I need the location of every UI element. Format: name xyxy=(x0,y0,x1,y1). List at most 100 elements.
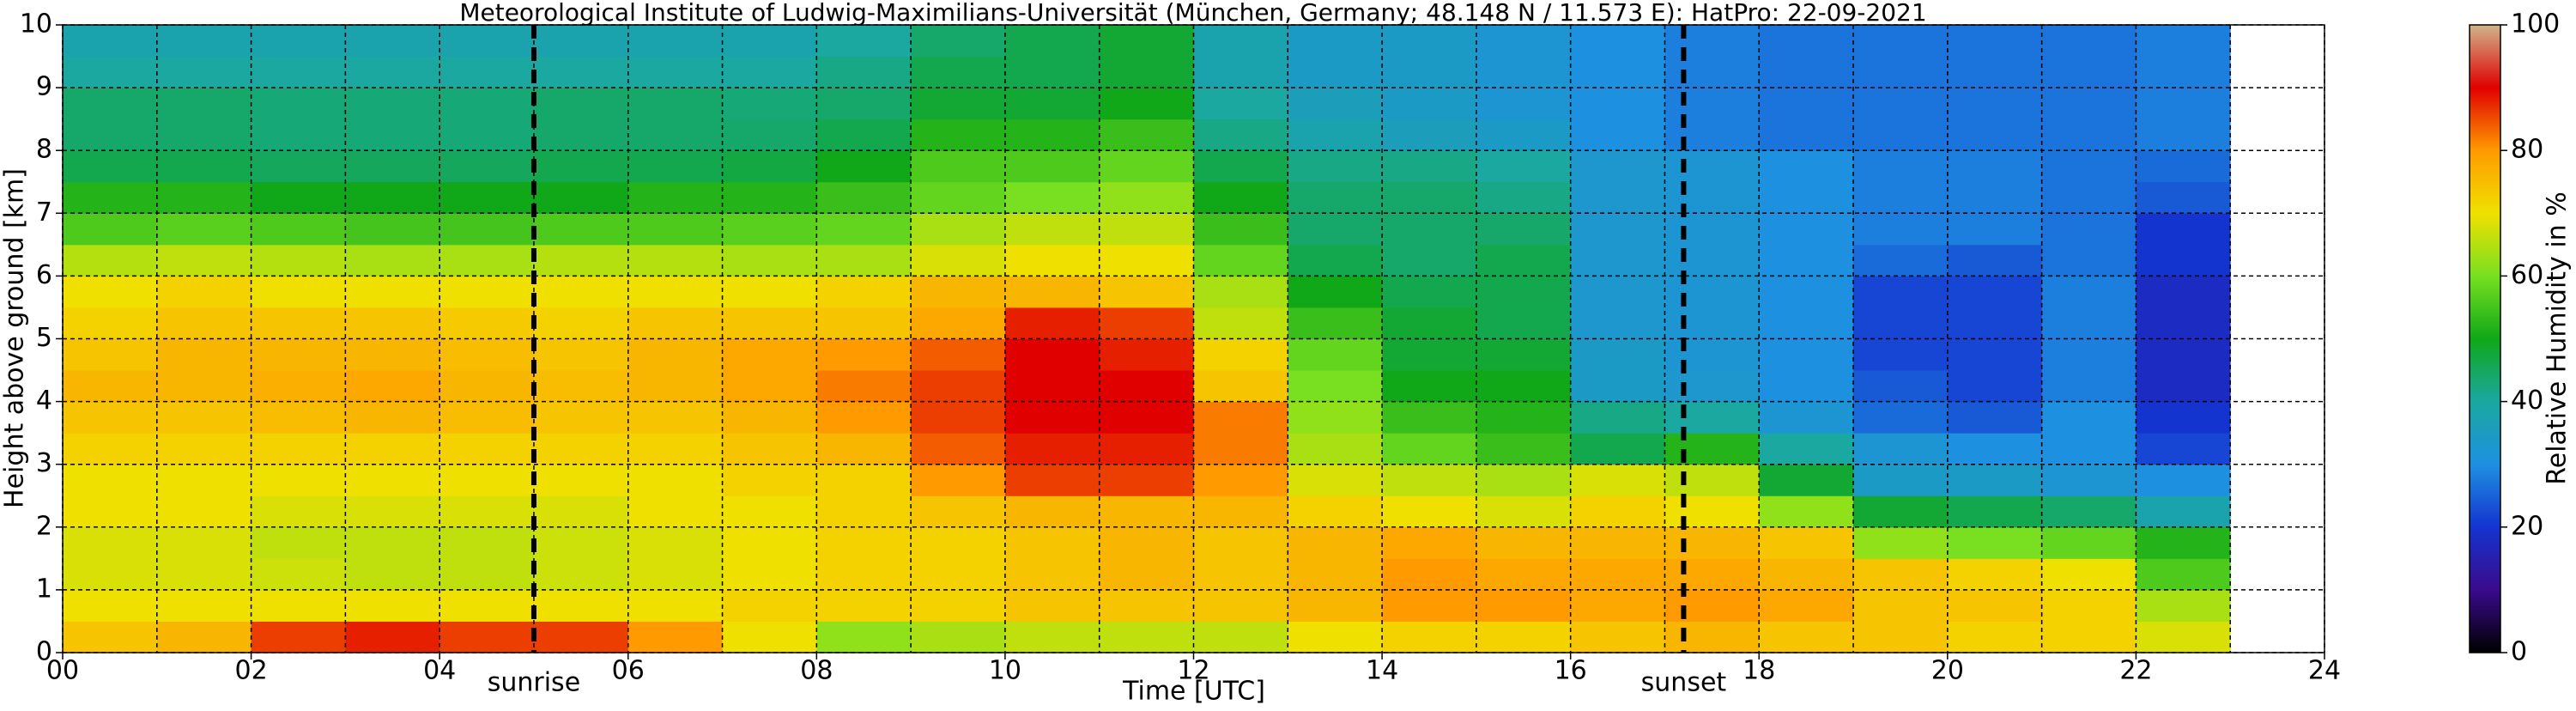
heatmap-cell xyxy=(1004,589,1100,622)
heatmap-cell xyxy=(1664,244,1760,276)
heatmap-cell xyxy=(1570,276,1665,308)
heatmap-cell xyxy=(251,150,346,183)
heatmap-cell xyxy=(533,118,629,151)
heatmap-cell xyxy=(1099,589,1194,622)
heatmap-cell xyxy=(156,621,252,653)
heatmap-cell xyxy=(2136,307,2231,339)
heatmap-cell xyxy=(627,495,724,528)
heatmap-cell xyxy=(1570,88,1665,120)
heatmap-cell xyxy=(1193,181,1288,214)
heatmap-cell xyxy=(1853,56,1949,88)
heatmap-cell xyxy=(1759,181,1854,214)
heatmap-cell xyxy=(627,150,724,183)
heatmap-cell xyxy=(1476,276,1572,308)
heatmap-cell xyxy=(1004,244,1100,276)
heatmap-cell xyxy=(1759,526,1854,559)
heatmap-cell xyxy=(533,401,629,434)
heatmap-cell xyxy=(533,88,629,120)
heatmap-cell xyxy=(533,433,629,465)
heatmap-cell xyxy=(1759,276,1854,308)
heatmap-cell xyxy=(1664,495,1760,528)
heatmap-cell xyxy=(1099,338,1194,371)
heatmap-cell xyxy=(1476,118,1572,151)
heatmap-cell xyxy=(1664,558,1760,591)
heatmap-cell xyxy=(345,558,440,591)
heatmap-cell xyxy=(1382,118,1477,151)
x-tick-label: 18 xyxy=(1743,656,1775,686)
heatmap-cell xyxy=(251,338,346,371)
heatmap-cell xyxy=(1947,464,2043,496)
heatmap-cell xyxy=(1288,433,1383,465)
heatmap-cell xyxy=(1947,56,2043,88)
heatmap-cell xyxy=(1570,181,1665,214)
heatmap-cell xyxy=(63,558,158,591)
heatmap-cell xyxy=(345,181,440,214)
heatmap-cell xyxy=(1288,88,1383,120)
heatmap-cell xyxy=(1382,213,1477,246)
heatmap-cell xyxy=(1853,181,1949,214)
heatmap-cell xyxy=(1004,276,1100,308)
heatmap-cell xyxy=(1664,88,1760,120)
heatmap-cell xyxy=(1382,433,1477,465)
y-tick-label: 0 xyxy=(36,637,52,667)
heatmap-cell xyxy=(1099,213,1194,246)
heatmap-cell xyxy=(345,464,440,496)
heatmap-cell xyxy=(1193,401,1288,434)
heatmap-cell xyxy=(439,495,535,528)
heatmap-cell xyxy=(1193,370,1288,403)
heatmap-cell xyxy=(816,150,912,183)
heatmap-cell xyxy=(1288,401,1383,434)
heatmap-cell xyxy=(722,150,817,183)
heatmap-cell xyxy=(1570,495,1665,528)
heatmap-cell xyxy=(1099,495,1194,528)
heatmap-cell xyxy=(345,25,440,58)
heatmap-cell xyxy=(1947,495,2043,528)
heatmap-cell xyxy=(911,276,1006,308)
heatmap-cell xyxy=(1759,495,1854,528)
heatmap-cell xyxy=(63,56,158,88)
heatmap-cell xyxy=(722,370,817,403)
heatmap-cell xyxy=(911,526,1006,559)
heatmap-cell xyxy=(911,244,1006,276)
heatmap-cell xyxy=(1570,621,1665,653)
heatmap-cell xyxy=(1759,370,1854,403)
heatmap-cell xyxy=(1570,244,1665,276)
heatmap-cell xyxy=(911,88,1006,120)
heatmap-cell xyxy=(1947,88,2043,120)
colorbar-tick-label: 0 xyxy=(2511,637,2527,667)
heatmap-cell xyxy=(1193,244,1288,276)
heatmap-cell xyxy=(1476,621,1572,653)
heatmap-cell xyxy=(722,88,817,120)
heatmap-cell xyxy=(156,558,252,591)
heatmap-cell xyxy=(533,370,629,403)
heatmap-cell xyxy=(1193,307,1288,339)
heatmap-cell xyxy=(816,370,912,403)
heatmap-cell xyxy=(156,181,252,214)
heatmap-cell xyxy=(251,181,346,214)
heatmap-cell xyxy=(1853,589,1949,622)
heatmap-cell xyxy=(1476,56,1572,88)
heatmap-cell xyxy=(722,401,817,434)
x-tick-label: 06 xyxy=(612,656,645,686)
heatmap-cell xyxy=(1193,276,1288,308)
heatmap-cell xyxy=(722,181,817,214)
heatmap-cell xyxy=(1664,25,1760,58)
heatmap-cell xyxy=(1759,56,1854,88)
heatmap-cell xyxy=(816,621,912,653)
heatmap-cell xyxy=(1476,401,1572,434)
heatmap-cell xyxy=(1382,338,1477,371)
heatmap-cell xyxy=(345,244,440,276)
heatmap-cell xyxy=(533,338,629,371)
heatmap-cell xyxy=(627,526,724,559)
heatmap-cell xyxy=(1664,307,1760,339)
heatmap-cell xyxy=(1288,370,1383,403)
heatmap-cell xyxy=(345,401,440,434)
heatmap-cell xyxy=(1004,181,1100,214)
heatmap-cell xyxy=(1004,307,1100,339)
heatmap-cell xyxy=(1853,307,1949,339)
heatmap-cell xyxy=(2041,464,2137,496)
heatmap-cell xyxy=(2041,150,2137,183)
heatmap-cell xyxy=(63,526,158,559)
heatmap-cell xyxy=(533,526,629,559)
